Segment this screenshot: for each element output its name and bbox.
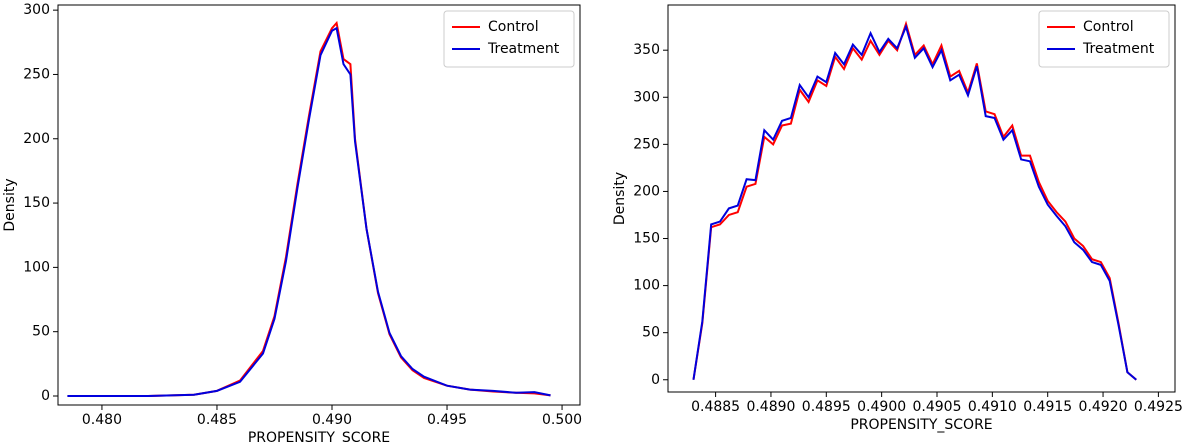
line [692, 20, 1137, 381]
chart: 0 50 100 150 200 250 300 0.480 0.485 0.490 0.495 0.… [2, 2, 582, 442]
y-tick-label: 300 [633, 89, 660, 105]
x-tick-label: 0.4910 [968, 399, 1017, 415]
y-tick-label: 50 [642, 325, 660, 341]
chart: 0 50 100 150 200 250 300 350 0.4885 0.4890 0.4895 0… [612, 4, 1183, 433]
y-tick-label: 300 [23, 2, 50, 18]
legend-box [443, 10, 575, 68]
legend-label: Treatment [487, 41, 560, 57]
y-tick-label: 50 [32, 324, 50, 340]
plot-frame [667, 4, 1176, 393]
x-tick-label: 0.500 [542, 412, 582, 428]
line [67, 20, 551, 397]
line [67, 26, 551, 397]
x-tick-label: 0.480 [82, 412, 122, 428]
y-axis-label: Density [2, 178, 18, 231]
y-tick-label: 0 [651, 372, 660, 388]
y-tick-label: 100 [23, 259, 50, 275]
x-tick-label: 0.4920 [1079, 399, 1128, 415]
x-tick-label: 0.4885 [691, 399, 740, 415]
x-tick-label: 0.4905 [912, 399, 961, 415]
y-tick-label: 200 [23, 131, 50, 147]
y-tick-label: 250 [633, 136, 660, 152]
plot-frame [57, 4, 581, 406]
y-tick-label: 0 [41, 388, 50, 404]
line [692, 23, 1137, 381]
y-tick-label: 250 [23, 66, 50, 82]
x-tick-label: 0.4900 [857, 399, 906, 415]
x-tick-label: 0.485 [197, 412, 237, 428]
y-axis-label: Density [612, 172, 628, 225]
y-tick-label: 150 [23, 195, 50, 211]
x-tick-label: 0.490 [312, 412, 352, 428]
legend-label: Control [1083, 19, 1134, 35]
x-tick-label: 0.4895 [802, 399, 851, 415]
y-tick-label: 150 [633, 231, 660, 247]
y-tick-label: 100 [633, 278, 660, 294]
x-tick-label: 0.4890 [746, 399, 795, 415]
x-tick-label: 0.4915 [1023, 399, 1072, 415]
x-tick-label: 0.4925 [1134, 399, 1183, 415]
legend-label: Treatment [1082, 41, 1155, 57]
x-axis-label: PROPENSITY_SCORE [248, 430, 390, 442]
x-tick-label: 0.495 [427, 412, 467, 428]
x-axis-label: PROPENSITY_SCORE [850, 417, 992, 433]
legend-box [1038, 10, 1170, 68]
y-tick-label: 200 [633, 183, 660, 199]
y-tick-label: 350 [633, 42, 660, 58]
legend-label: Control [488, 19, 539, 35]
